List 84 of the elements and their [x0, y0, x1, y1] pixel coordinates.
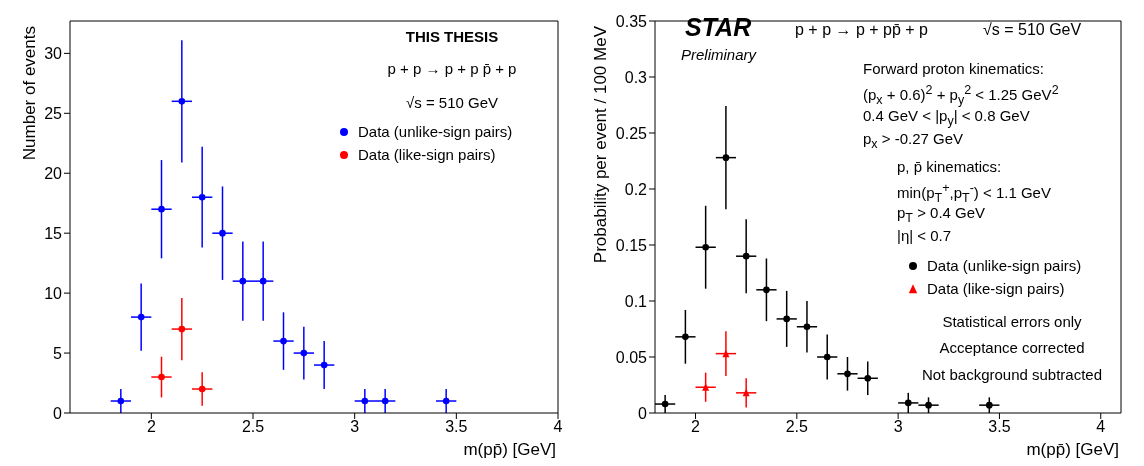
point	[320, 361, 328, 369]
point	[381, 397, 389, 405]
legend-label: Data (unlike-sign pairs)	[358, 122, 513, 142]
y-tick-label: 30	[44, 45, 63, 63]
legend-label: Data (unlike-sign pairs)	[927, 256, 1082, 276]
y-tick-label: 0.1	[624, 292, 648, 310]
point	[661, 400, 669, 408]
annotation: Preliminary	[681, 46, 757, 64]
point	[722, 154, 730, 161]
point	[702, 243, 709, 251]
point	[844, 370, 851, 378]
annotation: p$_{x}$ > -0.27 GeV	[863, 130, 964, 152]
text: (p$_{x}$ + 0.6)$^{2}$ + p$_{y}$$^{2}$ < 1.25 GeV$^{2}$	[863, 83, 1059, 107]
y-tick-label: 0	[638, 404, 648, 422]
annotation: Forward proton kinematics:	[863, 60, 1044, 78]
point	[985, 401, 993, 409]
x-tick-label: 2.5	[785, 418, 809, 436]
annotation: p + p → p + p p̄ + p	[387, 60, 517, 78]
point	[763, 286, 770, 294]
point	[682, 333, 689, 341]
annotation: p + p → p + pp̄ + p	[795, 20, 928, 40]
point	[117, 397, 125, 405]
point	[904, 399, 912, 407]
point	[158, 205, 165, 213]
annotation: √s = 510 GeV	[405, 94, 499, 112]
x-tick-label: 4	[1096, 418, 1106, 436]
point	[219, 229, 226, 237]
x-tick-label: 4	[553, 418, 563, 436]
y-tick-label: 0	[53, 404, 63, 422]
point	[178, 325, 186, 333]
y-axis-title: Probability per event / 100 MeV	[591, 25, 611, 264]
point	[178, 97, 186, 105]
y-axis-title: Number of events	[20, 26, 40, 161]
annotation: THIS THESIS	[405, 28, 499, 46]
x-tick-label: 3.5	[445, 418, 468, 436]
point	[198, 385, 206, 393]
annotation: min(p$_{T}$$^{+}$,p$_{T}$$^{-}$) < 1.1 GeV	[897, 181, 1051, 205]
annotation: Not background subtracted	[921, 366, 1103, 384]
x-axis-title: m(pp̄) [GeV]	[463, 440, 556, 459]
y-tick-label: 5	[53, 344, 63, 362]
annotation: Statistical errors only	[942, 313, 1082, 331]
point	[158, 373, 165, 381]
point	[864, 374, 872, 382]
point	[722, 349, 730, 358]
y-tick-label: 25	[44, 104, 63, 122]
point	[702, 383, 710, 391]
y-tick-label: 10	[44, 284, 63, 302]
x-tick-label: 2.5	[241, 418, 265, 436]
y-tick-label: 0.05	[615, 348, 648, 366]
x-tick-label: 2	[691, 418, 701, 436]
annotation: STAR	[685, 12, 752, 42]
y-tick-label: 20	[44, 164, 63, 182]
point	[280, 337, 287, 345]
x-tick-label: 3	[350, 418, 360, 436]
point	[259, 277, 267, 285]
x-tick-label: 2	[146, 418, 156, 436]
annotation: √s = 510 GeV	[983, 20, 1082, 40]
point	[442, 397, 450, 405]
point	[742, 252, 750, 260]
x-axis-title: m(pp̄) [GeV]	[1026, 440, 1119, 459]
point	[361, 397, 369, 405]
point	[198, 193, 206, 201]
x-tick-label: 3	[893, 418, 903, 436]
point	[783, 315, 791, 323]
annotation: p$_{T}$ > 0.4 GeV	[897, 204, 986, 226]
y-tick-label: 0.15	[615, 236, 648, 254]
annotation: 0.4 GeV < |p$_{y}$| < 0.8 GeV	[863, 107, 1030, 129]
y-tick-label: 0.3	[624, 68, 648, 86]
point	[300, 349, 308, 357]
y-tick-label: 0.25	[615, 124, 648, 142]
point	[823, 353, 831, 361]
point	[925, 401, 932, 409]
annotation: |η| < 0.7	[897, 227, 952, 245]
point	[239, 277, 247, 285]
y-tick-label: 0.2	[624, 180, 648, 198]
y-tick-label: 0.35	[615, 12, 648, 30]
legend-label: Data (like-sign pairs)	[358, 145, 496, 165]
x-tick-label: 3.5	[988, 418, 1011, 436]
annotation: p, p̄ kinematics:	[897, 158, 1002, 176]
point	[137, 313, 145, 321]
y-tick-label: 15	[44, 224, 63, 242]
point	[803, 323, 811, 331]
legend-label: Data (like-sign pairs)	[927, 279, 1065, 299]
annotation: Acceptance corrected	[939, 339, 1085, 357]
